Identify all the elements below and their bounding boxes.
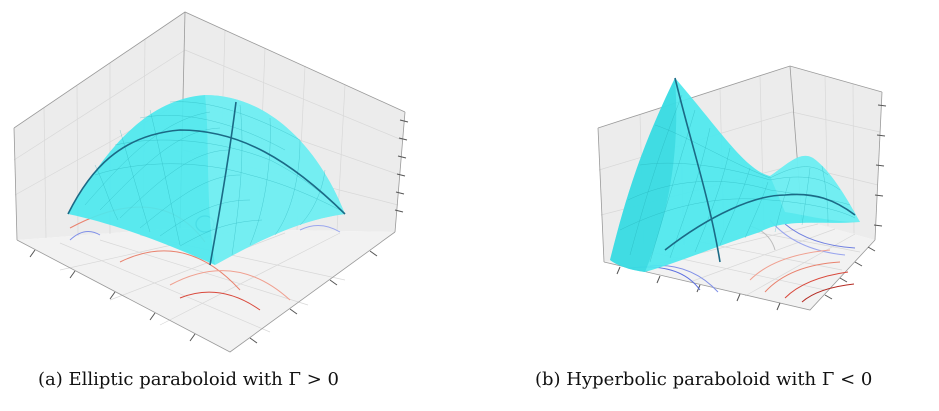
elliptic-plot [13, 11, 409, 353]
caption-hyperbolic: (b) Hyperbolic paraboloid with Γ < 0 [535, 369, 873, 390]
elliptic-surface [67, 95, 346, 266]
floor-plane [604, 220, 875, 310]
hyperbolic-surface [610, 77, 860, 272]
floor-plane [17, 228, 395, 352]
panel-hyperbolic-paraboloid: (b) Hyperbolic paraboloid with Γ < 0 [535, 0, 939, 411]
panel-elliptic-paraboloid: (a) Elliptic paraboloid with Γ > 0 [0, 0, 430, 411]
axis-ticks [29, 119, 409, 344]
hyperbolic-plot [597, 65, 887, 311]
caption-elliptic: (a) Elliptic paraboloid with Γ > 0 [38, 369, 339, 390]
